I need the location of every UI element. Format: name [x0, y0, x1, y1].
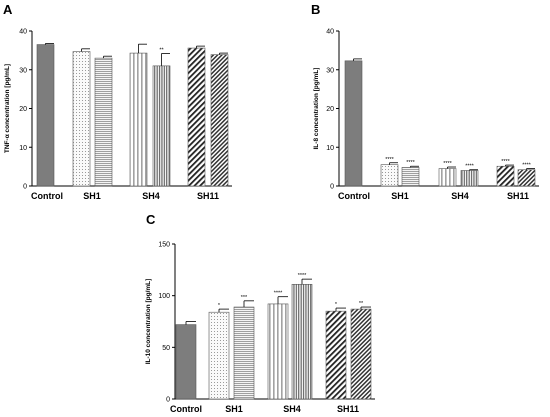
panel-letter: B: [311, 2, 320, 17]
bar-sh4: [291, 283, 313, 400]
significance-label: **: [359, 301, 364, 307]
x-category-label: SH11: [337, 404, 359, 414]
panel-b: B 0 10 20 30 40 IL-8 concentration [pg/mL] ****…: [311, 2, 539, 201]
bar-sh4: [129, 52, 148, 187]
x-category-label: SH4: [451, 191, 469, 201]
bar-sh4: [438, 168, 457, 187]
y-axis-label: IL-8 concentration [pg/mL]: [313, 68, 320, 150]
y-tick-label: 10: [19, 145, 27, 152]
panel-letter: C: [146, 212, 156, 227]
y-tick-label: 40: [326, 29, 334, 36]
significance-label: ***: [241, 295, 248, 301]
y-axis-label: TNF-α concentration [pg/mL]: [4, 64, 11, 153]
significance-label: ****: [406, 160, 415, 166]
bar-sh1: [94, 57, 113, 187]
significance-label: ****: [501, 159, 510, 165]
significance-label: ****: [274, 291, 283, 297]
bar-sh4: [152, 65, 171, 187]
significance-label: ****: [465, 164, 474, 170]
y-tick-label: 50: [162, 345, 170, 352]
x-category-label: SH11: [507, 191, 529, 201]
bar-control: [175, 324, 197, 400]
y-tick-label: 10: [326, 145, 334, 152]
y-tick-label: 150: [158, 242, 170, 249]
bar-sh11: [350, 308, 372, 400]
y-tick-label: 0: [166, 397, 170, 404]
bar-sh4: [460, 170, 479, 187]
significance-label: ****: [298, 273, 307, 279]
y-axis-label: IL-10 concentration [pg/mL]: [145, 279, 152, 365]
x-category-label: SH1: [225, 404, 243, 414]
bar-sh11: [325, 310, 347, 400]
bar-sh1: [401, 167, 420, 187]
bar-sh11: [517, 169, 536, 187]
significance-label: ****: [443, 161, 452, 167]
y-tick-label: 30: [326, 67, 334, 74]
bar-sh11: [496, 165, 515, 187]
bar-sh4: [267, 303, 289, 400]
significance-label: *: [218, 303, 221, 309]
y-tick-label: 30: [19, 67, 27, 74]
bar-sh1: [72, 51, 91, 187]
bar-sh1: [380, 164, 399, 187]
bar-sh11: [187, 47, 206, 187]
significance-label: **: [159, 47, 164, 53]
x-category-label: SH1: [83, 191, 101, 201]
y-tick-label: 0: [23, 184, 27, 191]
bar-sh11: [210, 54, 229, 187]
x-category-label: Control: [31, 191, 63, 201]
bar-sh1: [233, 306, 255, 400]
significance-label: ****: [522, 163, 531, 169]
y-tick-label: 0: [330, 184, 334, 191]
x-category-label: SH4: [283, 404, 301, 414]
y-tick-label: 20: [19, 106, 27, 113]
x-category-label: SH4: [142, 191, 160, 201]
bar-control: [344, 60, 363, 187]
y-tick-label: 100: [158, 293, 170, 300]
bar-control: [36, 44, 55, 187]
y-tick-label: 40: [19, 29, 27, 36]
panel-a: A 0 10 20 30 40 TNF-α concentration [pg/mL] ** C…: [3, 2, 232, 201]
y-tick-label: 20: [326, 106, 334, 113]
significance-label: ****: [385, 157, 394, 163]
x-category-label: Control: [338, 191, 370, 201]
x-category-label: SH1: [391, 191, 409, 201]
bar-sh1: [208, 311, 230, 400]
x-category-label: SH11: [197, 191, 219, 201]
panel-letter: A: [3, 2, 13, 17]
x-category-label: Control: [170, 404, 202, 414]
significance-label: *: [335, 302, 338, 308]
